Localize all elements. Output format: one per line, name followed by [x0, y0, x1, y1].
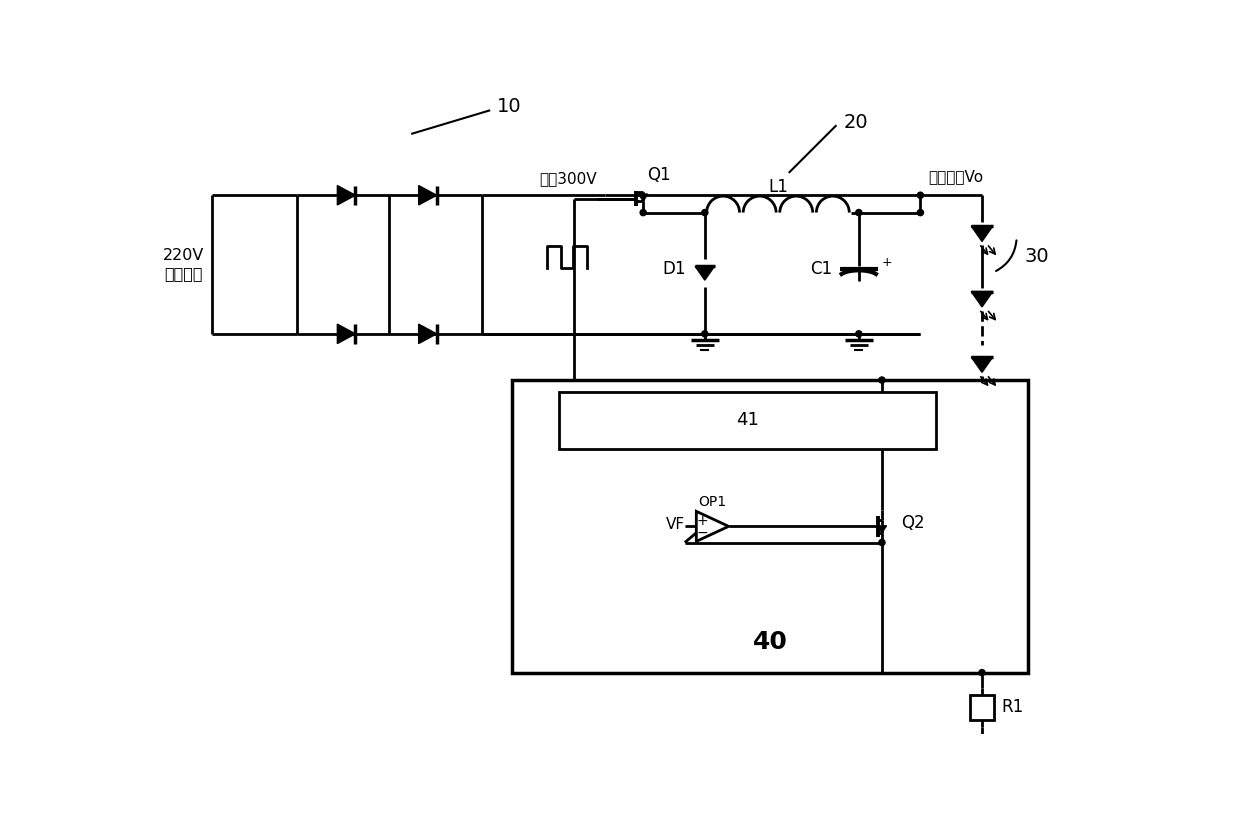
- Text: 10: 10: [497, 97, 522, 116]
- Polygon shape: [337, 186, 356, 205]
- Text: 220V
交流市电: 220V 交流市电: [162, 248, 205, 281]
- Bar: [970, 695, 994, 719]
- Text: −: −: [697, 526, 708, 540]
- Circle shape: [856, 331, 862, 337]
- Text: Q1: Q1: [647, 166, 671, 184]
- Polygon shape: [697, 512, 729, 541]
- Polygon shape: [971, 226, 993, 242]
- Polygon shape: [337, 324, 356, 343]
- Text: +: +: [697, 514, 708, 527]
- Circle shape: [856, 210, 862, 215]
- Circle shape: [918, 210, 924, 215]
- Polygon shape: [419, 186, 436, 205]
- Text: 输出电压Vo: 输出电压Vo: [928, 168, 983, 184]
- Text: 40: 40: [753, 629, 787, 654]
- Text: D1: D1: [662, 261, 686, 278]
- Circle shape: [879, 377, 885, 383]
- Circle shape: [978, 670, 985, 676]
- Circle shape: [702, 331, 708, 337]
- Text: 20: 20: [843, 112, 868, 132]
- Bar: [512, 380, 1028, 672]
- Text: +: +: [882, 256, 892, 269]
- Polygon shape: [971, 357, 993, 372]
- Text: OP1: OP1: [698, 495, 727, 509]
- Text: Q2: Q2: [901, 513, 925, 531]
- Text: 41: 41: [735, 412, 759, 430]
- Text: 输入300V: 输入300V: [539, 171, 596, 186]
- Polygon shape: [639, 194, 647, 201]
- Text: R1: R1: [1001, 698, 1023, 716]
- Polygon shape: [877, 526, 887, 533]
- Bar: [558, 392, 936, 450]
- Circle shape: [702, 210, 708, 215]
- Text: VF: VF: [666, 516, 684, 531]
- Text: L1: L1: [768, 177, 787, 196]
- Polygon shape: [419, 324, 436, 343]
- Text: 30: 30: [1024, 248, 1049, 266]
- Polygon shape: [971, 291, 993, 307]
- Polygon shape: [696, 266, 714, 281]
- Circle shape: [640, 210, 646, 215]
- Circle shape: [879, 540, 885, 545]
- Circle shape: [918, 192, 924, 198]
- Text: C1: C1: [810, 261, 832, 278]
